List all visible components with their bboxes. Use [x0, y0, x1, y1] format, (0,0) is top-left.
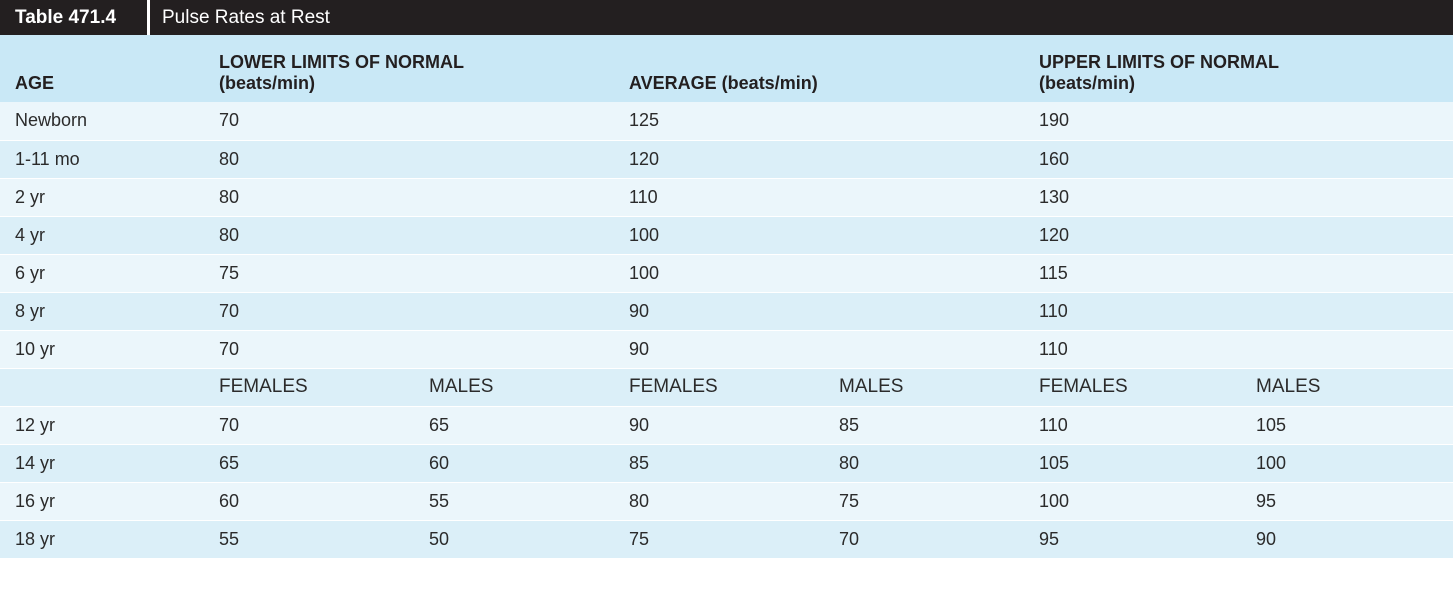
subheader-blank — [0, 368, 204, 407]
subheader-average-males: MALES — [824, 368, 1025, 407]
table-row: Newborn 70 125 190 — [0, 102, 1453, 141]
average-male-cell: 75 — [824, 482, 1025, 521]
upper-cell: 190 — [1024, 102, 1453, 141]
average-cell: 90 — [614, 330, 1025, 369]
age-cell: 4 yr — [0, 216, 204, 255]
lower-cell: 80 — [204, 140, 614, 179]
header-average: AVERAGE (beats/min) — [614, 35, 1025, 102]
lower-cell: 70 — [204, 102, 614, 141]
sex-subheader-row: FEMALES MALES FEMALES MALES FEMALES MALE… — [0, 368, 1453, 407]
upper-male-cell: 105 — [1241, 406, 1453, 445]
age-cell: 1-11 mo — [0, 140, 204, 179]
average-cell: 100 — [614, 216, 1025, 255]
age-cell: 12 yr — [0, 406, 204, 445]
lower-cell: 70 — [204, 292, 614, 331]
upper-cell: 160 — [1024, 140, 1453, 179]
average-female-cell: 90 — [614, 406, 824, 445]
upper-female-cell: 105 — [1024, 444, 1242, 483]
lower-cell: 75 — [204, 254, 614, 293]
upper-cell: 120 — [1024, 216, 1453, 255]
upper-cell: 130 — [1024, 178, 1453, 217]
table-row: 4 yr 80 100 120 — [0, 216, 1453, 255]
average-cell: 100 — [614, 254, 1025, 293]
average-cell: 90 — [614, 292, 1025, 331]
subheader-lower-females: FEMALES — [204, 368, 414, 407]
lower-male-cell: 65 — [414, 406, 614, 445]
table-title-bar: Table 471.4 Pulse Rates at Rest — [0, 0, 1453, 35]
age-cell: Newborn — [0, 102, 204, 141]
upper-cell: 110 — [1024, 292, 1453, 331]
age-cell: 8 yr — [0, 292, 204, 331]
pulse-rates-table: AGE LOWER LIMITS OF NORMAL (beats/min) AV… — [0, 35, 1453, 559]
table-row: 12 yr 70 65 90 85 110 105 — [0, 406, 1453, 445]
header-lower-limits: LOWER LIMITS OF NORMAL (beats/min) — [204, 35, 614, 102]
average-cell: 110 — [614, 178, 1025, 217]
average-female-cell: 85 — [614, 444, 824, 483]
lower-female-cell: 60 — [204, 482, 414, 521]
header-upper-limits: UPPER LIMITS OF NORMAL (beats/min) — [1024, 35, 1453, 102]
subheader-upper-males: MALES — [1241, 368, 1453, 407]
upper-female-cell: 100 — [1024, 482, 1242, 521]
upper-male-cell: 90 — [1241, 520, 1453, 559]
subheader-upper-females: FEMALES — [1024, 368, 1242, 407]
table-row: 10 yr 70 90 110 — [0, 330, 1453, 369]
table-title: Pulse Rates at Rest — [162, 7, 330, 28]
upper-male-cell: 95 — [1241, 482, 1453, 521]
table-row: 2 yr 80 110 130 — [0, 178, 1453, 217]
lower-cell: 80 — [204, 178, 614, 217]
header-row: AGE LOWER LIMITS OF NORMAL (beats/min) AV… — [0, 35, 1453, 102]
upper-cell: 115 — [1024, 254, 1453, 293]
lower-female-cell: 65 — [204, 444, 414, 483]
header-age: AGE — [0, 35, 204, 102]
upper-cell: 110 — [1024, 330, 1453, 369]
upper-female-cell: 95 — [1024, 520, 1242, 559]
average-female-cell: 75 — [614, 520, 824, 559]
average-male-cell: 85 — [824, 406, 1025, 445]
subheader-lower-males: MALES — [414, 368, 614, 407]
table-row: 1-11 mo 80 120 160 — [0, 140, 1453, 179]
table-row: 18 yr 55 50 75 70 95 90 — [0, 520, 1453, 559]
lower-female-cell: 55 — [204, 520, 414, 559]
table-row: 8 yr 70 90 110 — [0, 292, 1453, 331]
lower-male-cell: 60 — [414, 444, 614, 483]
lower-cell: 70 — [204, 330, 614, 369]
table-label: Table 471.4 — [0, 0, 150, 35]
age-cell: 6 yr — [0, 254, 204, 293]
table-row: 6 yr 75 100 115 — [0, 254, 1453, 293]
age-cell: 10 yr — [0, 330, 204, 369]
table-row: 16 yr 60 55 80 75 100 95 — [0, 482, 1453, 521]
age-cell: 18 yr — [0, 520, 204, 559]
upper-female-cell: 110 — [1024, 406, 1242, 445]
lower-male-cell: 50 — [414, 520, 614, 559]
average-female-cell: 80 — [614, 482, 824, 521]
lower-cell: 80 — [204, 216, 614, 255]
age-cell: 16 yr — [0, 482, 204, 521]
lower-male-cell: 55 — [414, 482, 614, 521]
average-cell: 125 — [614, 102, 1025, 141]
age-cell: 2 yr — [0, 178, 204, 217]
age-cell: 14 yr — [0, 444, 204, 483]
average-male-cell: 80 — [824, 444, 1025, 483]
average-cell: 120 — [614, 140, 1025, 179]
upper-male-cell: 100 — [1241, 444, 1453, 483]
average-male-cell: 70 — [824, 520, 1025, 559]
subheader-average-females: FEMALES — [614, 368, 824, 407]
lower-female-cell: 70 — [204, 406, 414, 445]
table-row: 14 yr 65 60 85 80 105 100 — [0, 444, 1453, 483]
